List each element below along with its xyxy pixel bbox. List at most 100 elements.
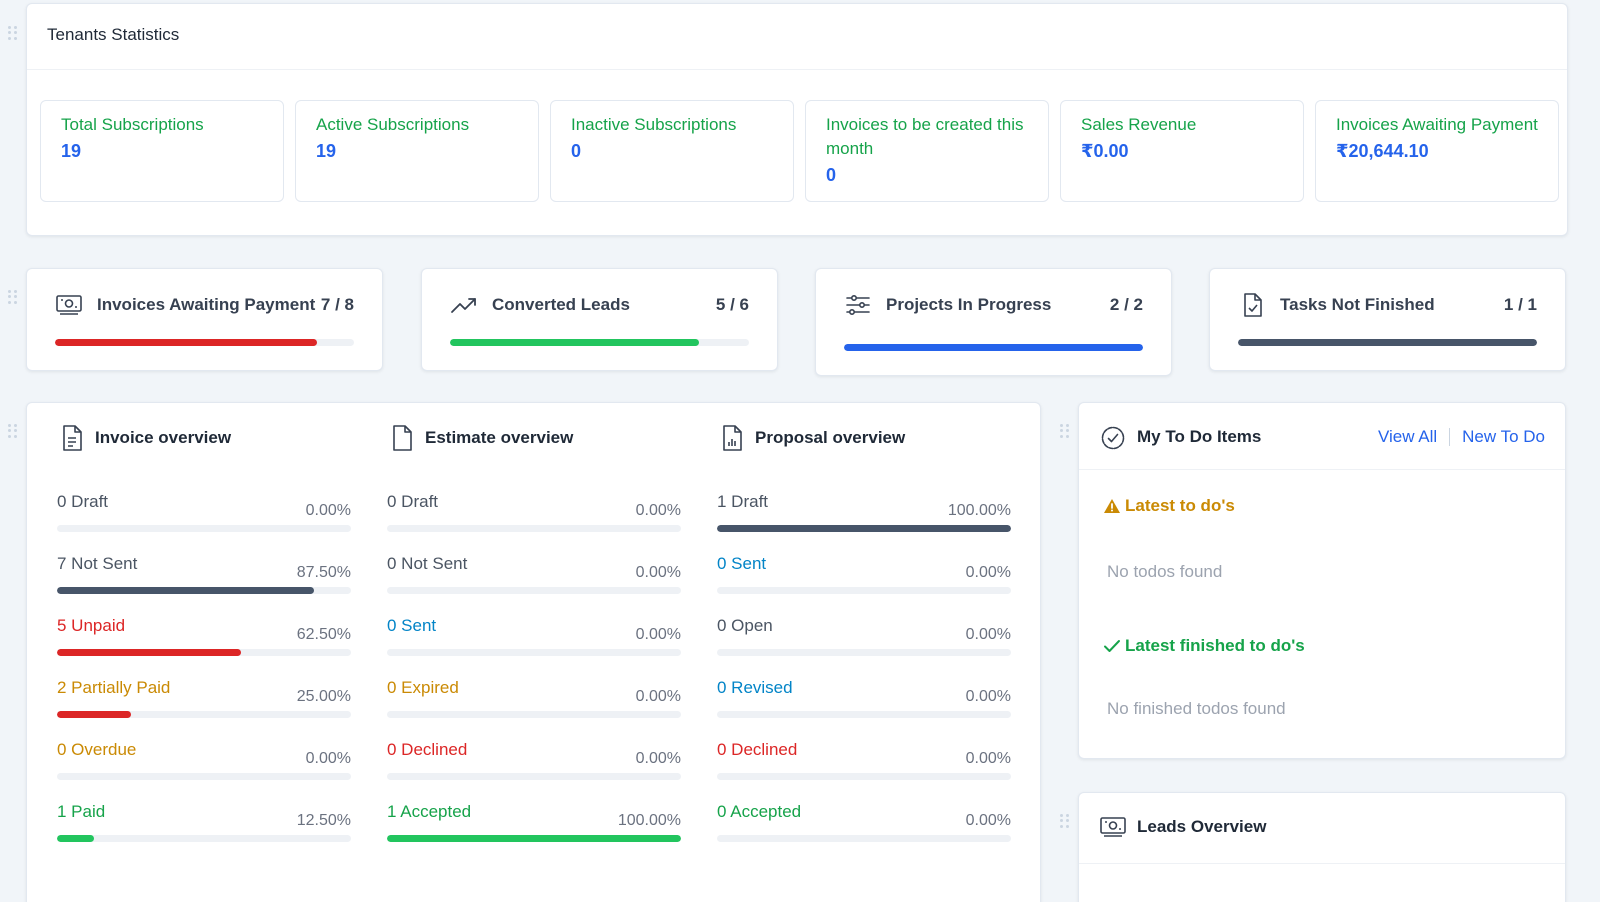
overview-row-label: 0 Declined — [387, 740, 468, 759]
tenants-title: Tenants Statistics — [47, 25, 180, 44]
overview-row-percent: 0.00% — [635, 750, 681, 767]
overview-progress-track — [717, 587, 1011, 594]
progress-fill — [55, 339, 317, 346]
drag-handle-icon[interactable] — [8, 26, 18, 40]
progress-label: Converted Leads — [492, 295, 630, 314]
overview-row[interactable]: 0 Revised 0.00% — [717, 678, 1011, 726]
overview-row-label: 0 Sent — [387, 616, 437, 635]
overview-progress-track — [57, 525, 351, 532]
progress-track — [844, 344, 1143, 351]
overview-row[interactable]: 7 Not Sent 87.50% — [57, 554, 351, 602]
view-all-link[interactable]: View All — [1377, 427, 1438, 446]
overview-row-label: 0 Revised — [717, 678, 793, 697]
overview-row-label: 7 Not Sent — [57, 554, 138, 573]
overview-row[interactable]: 1 Paid 12.50% — [57, 802, 351, 850]
overview-row[interactable]: 2 Partially Paid 25.00% — [57, 678, 351, 726]
divider — [1079, 469, 1565, 470]
overview-row[interactable]: 5 Unpaid 62.50% — [57, 616, 351, 664]
progress-track — [450, 339, 749, 346]
overview-row-label: 1 Accepted — [387, 802, 472, 821]
new-todo-link[interactable]: New To Do — [1462, 427, 1545, 446]
drag-handle-icon[interactable] — [8, 424, 18, 438]
stat-value: 19 — [316, 141, 337, 161]
stat-invoices-to-create[interactable]: Invoices to be created this month 0 — [805, 100, 1049, 202]
warning-icon — [1104, 499, 1120, 513]
stat-value: 19 — [61, 141, 82, 161]
divider — [27, 69, 1567, 70]
stat-sales-revenue[interactable]: Sales Revenue ₹0.00 — [1060, 100, 1304, 202]
progress-label: Projects In Progress — [886, 295, 1052, 314]
tenants-statistics-card: Tenants Statistics Total Subscriptions 1… — [26, 3, 1568, 236]
divider — [1079, 863, 1565, 864]
stat-value: ₹20,644.10 — [1336, 141, 1429, 161]
drag-handle-icon[interactable] — [1060, 814, 1070, 828]
trending-up-icon — [451, 298, 476, 313]
overview-row[interactable]: 0 Declined 0.00% — [387, 740, 681, 788]
overview-row[interactable]: 0 Sent 0.00% — [387, 616, 681, 664]
overview-progress-track — [57, 773, 351, 780]
overview-row-label: 2 Partially Paid — [57, 678, 171, 697]
overview-progress-track — [387, 649, 681, 656]
link-separator — [1449, 428, 1451, 446]
overview-row[interactable]: 0 Expired 0.00% — [387, 678, 681, 726]
progress-fill — [844, 344, 1143, 351]
progress-card-tasks-not-finished[interactable]: Tasks Not Finished 1 / 1 — [1209, 268, 1566, 371]
todo-title: My To Do Items — [1137, 427, 1262, 446]
overview-row-percent: 87.50% — [296, 564, 351, 581]
no-todos-text: No todos found — [1107, 562, 1223, 581]
overview-row-percent: 0.00% — [965, 750, 1011, 767]
overview-row-label: 1 Draft — [717, 492, 769, 511]
drag-handle-icon[interactable] — [8, 290, 18, 304]
progress-card-invoices-awaiting[interactable]: Invoices Awaiting Payment 7 / 8 — [26, 268, 383, 371]
overview-row[interactable]: 1 Draft 100.00% — [717, 492, 1011, 540]
overview-row[interactable]: 0 Draft 0.00% — [387, 492, 681, 540]
overview-progress-track — [57, 587, 351, 594]
progress-label: Tasks Not Finished — [1280, 295, 1435, 314]
overview-row[interactable]: 0 Overdue 0.00% — [57, 740, 351, 788]
overview-row-percent: 62.50% — [296, 626, 351, 643]
progress-count: 2 / 2 — [1109, 295, 1143, 314]
overview-row-percent: 0.00% — [965, 626, 1011, 643]
stat-value: ₹0.00 — [1081, 141, 1129, 161]
overview-row-percent: 0.00% — [635, 502, 681, 519]
stat-inactive-subscriptions[interactable]: Inactive Subscriptions 0 — [550, 100, 794, 202]
overview-row-label: 0 Expired — [387, 678, 459, 697]
overview-row-percent: 25.00% — [296, 688, 351, 705]
stat-label: Invoices Awaiting Payment — [1336, 115, 1538, 134]
overview-row[interactable]: 0 Accepted 0.00% — [717, 802, 1011, 850]
overview-row[interactable]: 0 Open 0.00% — [717, 616, 1011, 664]
overview-header: Proposal overview — [721, 423, 905, 453]
progress-fill — [1238, 339, 1537, 346]
stat-value: 0 — [571, 141, 582, 161]
overview-progress-track — [387, 835, 681, 842]
overview-progress-fill — [717, 525, 1011, 532]
progress-card-projects-in-progress[interactable]: Projects In Progress 2 / 2 — [815, 268, 1172, 376]
overview-progress-fill — [387, 835, 681, 842]
overview-progress-track — [387, 711, 681, 718]
overview-progress-track — [717, 649, 1011, 656]
progress-count: 1 / 1 — [1503, 295, 1537, 314]
overview-row-percent: 0.00% — [965, 688, 1011, 705]
checkmark-icon — [1104, 640, 1120, 652]
overview-progress-fill — [57, 649, 241, 656]
todo-links: View All New To Do — [1378, 427, 1545, 447]
overview-row-percent: 100.00% — [617, 812, 681, 829]
overview-row[interactable]: 0 Declined 0.00% — [717, 740, 1011, 788]
stat-total-subscriptions[interactable]: Total Subscriptions 19 — [40, 100, 284, 202]
stat-label: Active Subscriptions — [316, 115, 470, 134]
drag-handle-icon[interactable] — [1060, 424, 1070, 438]
overview-row[interactable]: 0 Not Sent 0.00% — [387, 554, 681, 602]
stat-invoices-awaiting-payment[interactable]: Invoices Awaiting Payment ₹20,644.10 — [1315, 100, 1559, 202]
overview-row[interactable]: 1 Accepted 100.00% — [387, 802, 681, 850]
progress-card-converted-leads[interactable]: Converted Leads 5 / 6 — [421, 268, 778, 371]
overview-row[interactable]: 0 Sent 0.00% — [717, 554, 1011, 602]
overview-progress-track — [717, 711, 1011, 718]
overview-row-percent: 0.00% — [635, 688, 681, 705]
stat-active-subscriptions[interactable]: Active Subscriptions 19 — [295, 100, 539, 202]
overview-row[interactable]: 0 Draft 0.00% — [57, 492, 351, 540]
overview-row-label: 0 Draft — [57, 492, 109, 511]
overview-header: Estimate overview — [391, 423, 573, 453]
overview-progress-track — [57, 711, 351, 718]
overview-row-percent: 0.00% — [635, 564, 681, 581]
overview-row-percent: 0.00% — [305, 502, 351, 519]
